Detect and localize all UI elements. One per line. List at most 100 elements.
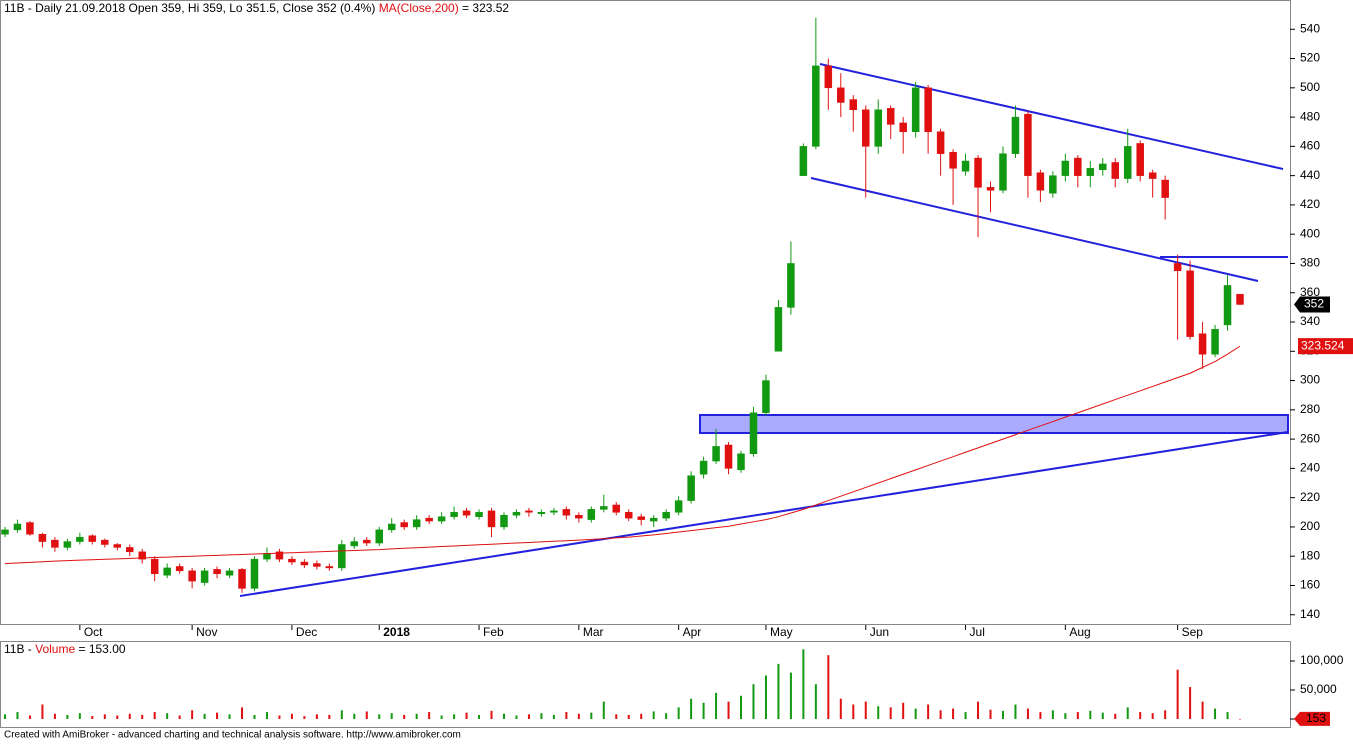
volume-bar <box>1089 710 1092 719</box>
candle-body <box>113 544 122 548</box>
volume-bar <box>1164 710 1167 719</box>
candle-body <box>999 153 1007 191</box>
candle-body <box>412 519 421 528</box>
volume-bar <box>178 715 181 719</box>
candle-body <box>1186 270 1194 337</box>
volume-bar <box>914 708 917 719</box>
volume-bar <box>1226 712 1229 719</box>
candle-body <box>325 566 334 569</box>
candle-body <box>188 570 196 582</box>
candle-body <box>76 536 84 542</box>
candle-body <box>288 558 296 563</box>
volume-bar <box>515 715 518 719</box>
volume-bar <box>1114 713 1117 719</box>
candle-body <box>874 109 882 147</box>
candle-body <box>475 512 483 517</box>
candle-body <box>1049 175 1057 194</box>
volume-bar <box>216 712 219 719</box>
candle-body <box>238 569 246 589</box>
last-price-label: 352 <box>1304 297 1324 311</box>
volume-bar <box>939 710 942 719</box>
candle-body <box>313 563 321 567</box>
candle-body <box>837 87 845 103</box>
volume-bar <box>789 672 792 719</box>
candle-body <box>587 509 596 520</box>
x-tick-label: Apr <box>683 625 702 639</box>
y-tick-label: 440 <box>1300 168 1320 182</box>
volume-bar <box>727 701 730 719</box>
candle-body <box>575 514 583 519</box>
candle-body <box>1074 157 1082 176</box>
y-tick-label: 300 <box>1300 373 1320 387</box>
x-tick-label: Oct <box>84 625 103 639</box>
volume-bar <box>1076 712 1079 719</box>
volume-bar <box>228 714 231 719</box>
candle-body <box>487 510 496 528</box>
volume-bar <box>78 713 81 719</box>
chart-title: 11B - Daily 21.09.2018 Open 359, Hi 359,… <box>4 1 509 15</box>
volume-bar <box>627 714 630 719</box>
volume-bar <box>827 655 830 719</box>
channel-upper <box>819 63 1284 170</box>
candle-body <box>88 535 97 542</box>
candle-body <box>175 566 184 572</box>
volume-bar <box>415 713 418 719</box>
volume-bar <box>527 714 530 719</box>
indicator-name: Volume <box>35 642 75 656</box>
candle-body <box>225 570 234 576</box>
last-volume-label: 153 <box>1306 711 1326 725</box>
volume-bar <box>1139 712 1142 719</box>
candle-body <box>338 544 346 569</box>
candle-body <box>824 65 833 89</box>
candle-body <box>637 516 645 520</box>
x-tick-label: Jun <box>870 625 889 639</box>
volume-bar <box>16 712 19 719</box>
volume-bar <box>889 707 892 719</box>
moving-average <box>4 345 1241 565</box>
y-tick-label: 160 <box>1300 578 1320 592</box>
volume-bar <box>1001 710 1004 719</box>
last-volume-box <box>1294 711 1330 726</box>
volume-bar <box>340 710 343 719</box>
candle-body <box>500 514 508 528</box>
volume-bar <box>403 714 406 719</box>
ma-value-label: 323.524 <box>1301 338 1345 352</box>
candle-body <box>712 446 720 462</box>
volume-bar <box>41 704 44 719</box>
candle-body <box>450 512 458 517</box>
volume-title: 11B - Volume = 153.00 <box>4 642 126 656</box>
volume-bar <box>752 684 755 719</box>
volume-bar <box>315 714 318 719</box>
indicator-name: MA(Close,200) <box>379 1 459 15</box>
volume-bar <box>677 707 680 719</box>
volume-bar <box>740 695 743 719</box>
volume-bar <box>28 715 31 719</box>
volume-bar <box>952 708 955 719</box>
candle-body <box>350 541 359 547</box>
volume-bar <box>502 713 505 719</box>
candle-body <box>550 510 558 513</box>
volume-bar <box>702 702 705 719</box>
volume-bar <box>977 701 980 719</box>
last-price-box <box>1294 296 1330 313</box>
volume-bar <box>602 701 605 719</box>
candle-body <box>26 522 34 535</box>
candle-body <box>1086 168 1095 176</box>
candle-body <box>762 380 770 414</box>
title-text: 11B - <box>4 642 35 656</box>
candle-body <box>862 109 870 147</box>
candle-body <box>462 510 471 516</box>
volume-bar <box>552 714 555 719</box>
y-tick-label: 460 <box>1300 139 1320 153</box>
x-tick-label: Dec <box>296 625 317 639</box>
volume-bar <box>590 712 593 719</box>
title-text: = 153.00 <box>75 642 126 656</box>
candle-body <box>1236 293 1244 305</box>
candle-body <box>687 475 695 501</box>
volume-bar <box>1126 707 1129 719</box>
candle-body <box>662 512 670 519</box>
candle-body <box>749 412 758 454</box>
candle-body <box>1223 285 1232 326</box>
volume-bar <box>191 710 194 719</box>
volume-bar <box>265 712 268 719</box>
